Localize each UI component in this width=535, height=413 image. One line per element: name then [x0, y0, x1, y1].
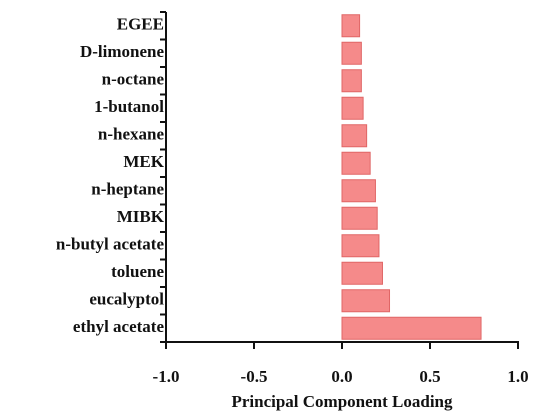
- x-tick-label: -1.0: [153, 367, 180, 386]
- bar: [341, 179, 376, 203]
- y-tick-label: D-limonene: [80, 42, 165, 61]
- bar: [341, 206, 378, 230]
- bar: [341, 96, 364, 120]
- y-tick-label: n-hexane: [98, 125, 165, 144]
- x-tick-label: -0.5: [241, 367, 268, 386]
- y-tick-label: n-heptane: [91, 180, 164, 199]
- y-tick-label: EGEE: [117, 15, 164, 34]
- y-tick-label: MEK: [123, 152, 164, 171]
- bar: [341, 234, 380, 258]
- bar: [341, 69, 362, 93]
- y-tick-label: toluene: [111, 262, 164, 281]
- bar: [341, 316, 482, 340]
- y-tick-label: MIBK: [117, 207, 165, 226]
- bar: [341, 14, 361, 38]
- y-tick-label: ethyl acetate: [73, 317, 165, 336]
- x-tick-label: 0.5: [419, 367, 440, 386]
- bar: [341, 289, 391, 313]
- y-tick-label: 1-butanol: [94, 97, 164, 116]
- y-tick-label: n-butyl acetate: [56, 235, 165, 254]
- x-axis-title: Principal Component Loading: [231, 392, 453, 411]
- bar: [341, 151, 371, 175]
- bar: [341, 261, 383, 285]
- x-tick-label: 0.0: [331, 367, 352, 386]
- bar: [341, 41, 362, 65]
- y-tick-label: eucalyptol: [89, 290, 164, 309]
- y-tick-label: n-octane: [102, 70, 165, 89]
- bar: [341, 124, 368, 148]
- x-tick-label: 1.0: [507, 367, 528, 386]
